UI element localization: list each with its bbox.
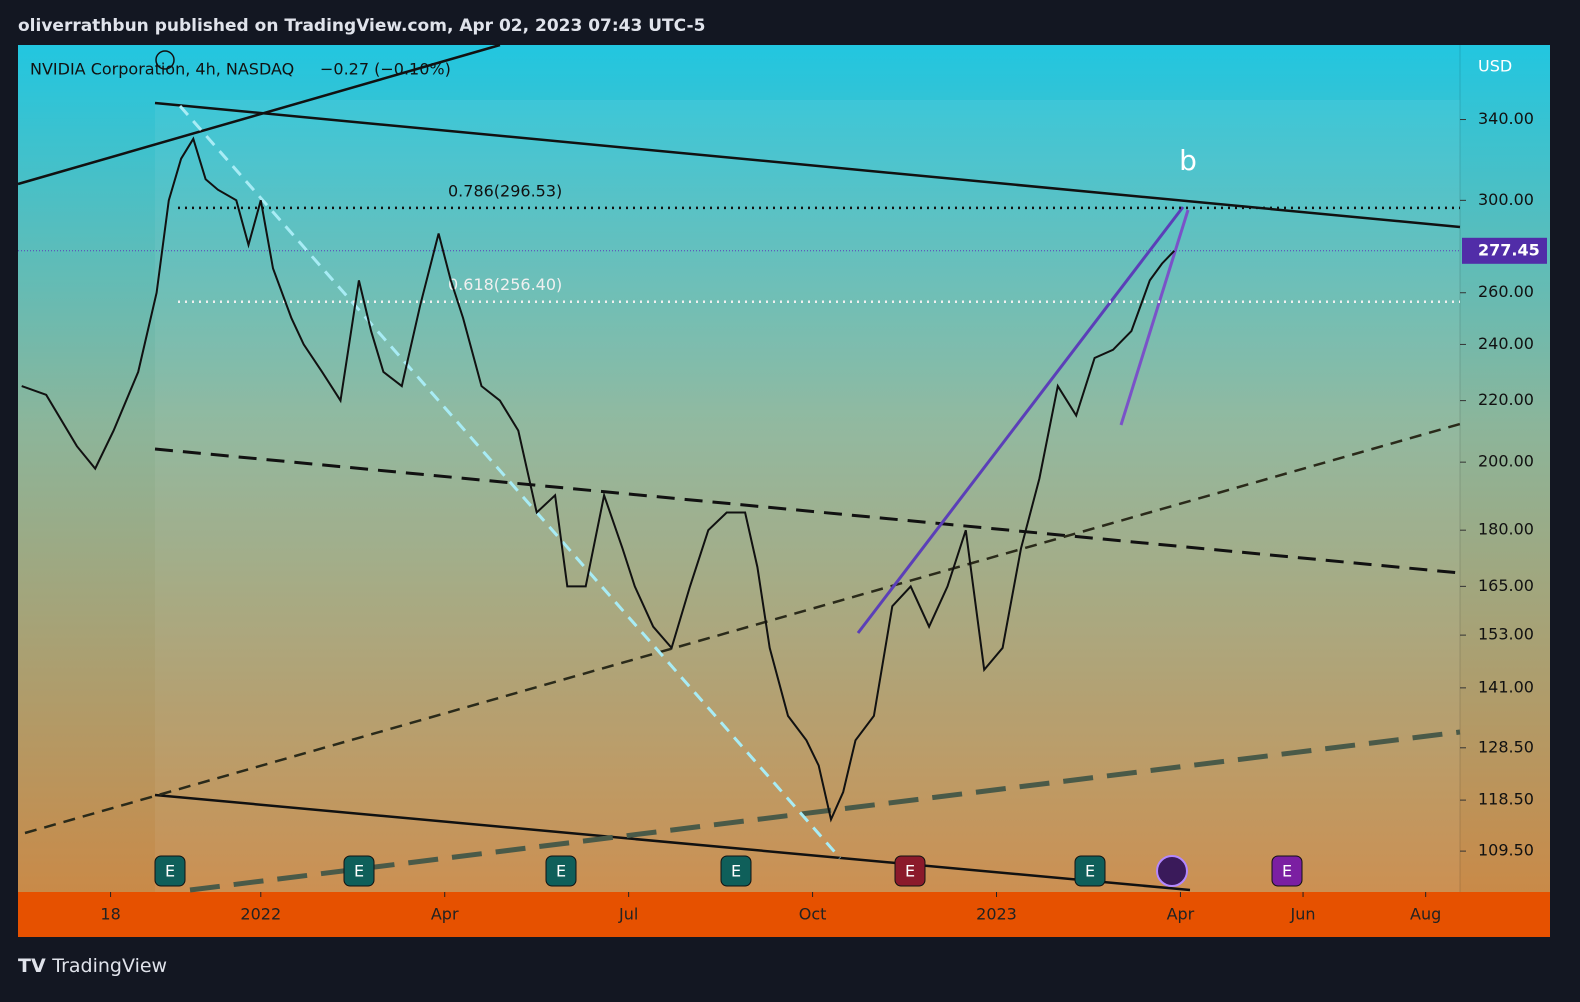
earnings-badge (894, 855, 926, 887)
x-tick-label: Apr (431, 905, 459, 924)
earnings-badge (154, 855, 186, 887)
drawings (17, 43, 1461, 893)
price-line (21, 136, 1176, 823)
currency: USD (1478, 57, 1512, 76)
wedge-top (856, 206, 1185, 634)
y-tick-label: 200.00 (1478, 452, 1534, 471)
earnings-badge (1271, 855, 1303, 887)
footer-text: TradingView (51, 955, 167, 977)
dashed-support (189, 729, 1461, 893)
y-tick-label: 240.00 (1478, 334, 1534, 353)
last-price-tag (1462, 237, 1547, 264)
y-tick-label: 180.00 (1478, 520, 1534, 539)
earnings-label: E (1282, 862, 1292, 881)
wedge-bottom (1119, 209, 1190, 426)
wave-line (178, 105, 842, 859)
earnings-badge (720, 855, 752, 887)
y-tick-label: 340.00 (1478, 109, 1534, 128)
range-shade (155, 100, 1460, 892)
wave-label: b (1179, 144, 1197, 177)
x-tick-label: Jul (618, 905, 638, 924)
earnings-label: E (354, 862, 364, 881)
earnings-label: E (905, 862, 915, 881)
y-tick-label: 141.00 (1478, 677, 1534, 696)
trend-line (17, 43, 501, 186)
symbol-title: NVIDIA Corporation, 4h, NASDAQ (30, 60, 294, 79)
earnings-marker: E (720, 855, 752, 887)
channel-bottom (154, 793, 1191, 892)
mid-line (154, 447, 1461, 575)
earnings-label: E (165, 862, 175, 881)
wave-marker (155, 50, 175, 70)
x-tick-label: 18 (100, 905, 120, 924)
earnings-marker: E (1271, 855, 1303, 887)
x-tick-label: Aug (1410, 905, 1441, 924)
earnings-marker: E (894, 855, 926, 887)
y-tick-label: 118.50 (1478, 790, 1534, 809)
y-tick-label: 109.50 (1478, 841, 1534, 860)
dividend-marker (1156, 855, 1188, 887)
earnings-label: E (731, 862, 741, 881)
y-tick-label: 300.00 (1478, 190, 1534, 209)
x-tick-label: Oct (799, 905, 827, 924)
symbol-change: −0.27 (−0.10%) (320, 60, 451, 79)
x-tick-label: 2023 (976, 905, 1017, 924)
y-tick-label: 260.00 (1478, 282, 1534, 301)
dashed-trend (24, 422, 1461, 835)
y-tick-label: 220.00 (1478, 390, 1534, 409)
earnings-marker: E (1074, 855, 1106, 887)
footer-logo: TV TradingView (18, 955, 167, 977)
fib-label: 0.618(256.40) (448, 275, 562, 294)
earnings-badge (545, 855, 577, 887)
y-tick-label: 128.50 (1478, 737, 1534, 756)
fib-label: 0.786(296.53) (448, 181, 562, 200)
earnings-badge (1074, 855, 1106, 887)
x-axis-band (18, 892, 1550, 937)
earnings-marker: E (343, 855, 375, 887)
earnings-marker: E (545, 855, 577, 887)
channel-top (154, 101, 1461, 229)
y-tick-label: 153.00 (1478, 625, 1534, 644)
earnings-label: E (556, 862, 566, 881)
x-tick-label: Apr (1167, 905, 1195, 924)
y-tick-label: 165.00 (1478, 576, 1534, 595)
x-tick-label: 2022 (240, 905, 281, 924)
earnings-label: E (1085, 862, 1095, 881)
earnings-badge (343, 855, 375, 887)
last-price-label: 277.45 (1478, 240, 1540, 259)
x-tick-label: Jun (1290, 905, 1316, 924)
earnings-marker: E (154, 855, 186, 887)
header: oliverrathbun published on TradingView.c… (18, 16, 705, 36)
